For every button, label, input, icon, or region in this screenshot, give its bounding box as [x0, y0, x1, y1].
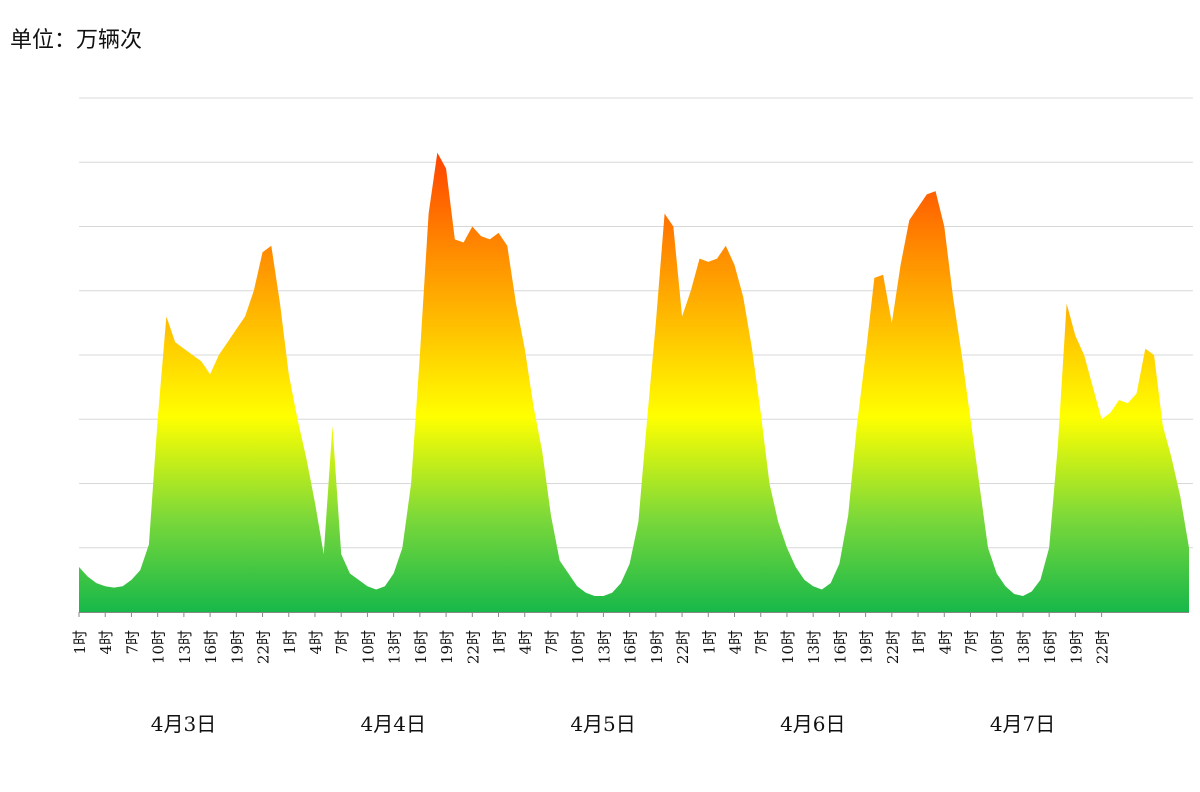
x-tick-label: 1时	[281, 630, 299, 655]
day-label: 4月5日	[570, 712, 635, 736]
x-tick-label: 19时	[1067, 630, 1085, 664]
x-tick-label: 1时	[491, 630, 509, 655]
x-tick-label: 19时	[228, 630, 246, 664]
x-tick-label: 10时	[779, 630, 797, 664]
x-tick-label: 10时	[989, 630, 1007, 664]
x-tick-label: 19时	[858, 630, 876, 664]
day-labels: 4月3日 4月4日 4月5日 4月6日 4月7日	[151, 712, 1056, 736]
x-tick-label: 22时	[464, 630, 482, 664]
x-tick-label: 13时	[386, 630, 404, 664]
x-tick-label: 13时	[1015, 630, 1033, 664]
x-tick-label: 4时	[517, 630, 535, 655]
x-tick-label: 13时	[595, 630, 613, 664]
x-tick-label: 22时	[255, 630, 273, 664]
x-tick-label: 22时	[674, 630, 692, 664]
x-tick-label: 7时	[543, 630, 561, 655]
x-tick-label: 4时	[727, 630, 745, 655]
x-tick-label: 22时	[1094, 630, 1112, 664]
x-tick-label: 16时	[831, 630, 849, 664]
traffic-area-series	[79, 152, 1189, 613]
x-tick-label: 19时	[438, 630, 456, 664]
x-tick-label: 13时	[176, 630, 194, 664]
x-tick-label: 1时	[910, 630, 928, 655]
x-tick-label: 10时	[569, 630, 587, 664]
x-axis-ticks: 1时 4时 7时 10时 13时 16时 19时 22时 1时 4时 7时 10时 13时 16时 19时 2…	[71, 612, 1112, 664]
unit-label: 单位：万辆次	[10, 28, 143, 53]
x-tick-label: 4时	[307, 630, 325, 655]
x-tick-label: 4时	[97, 630, 115, 655]
x-tick-label: 7时	[123, 630, 141, 655]
day-label: 4月3日	[151, 712, 216, 736]
x-tick-label: 19时	[648, 630, 666, 664]
x-tick-label: 1时	[71, 630, 89, 655]
day-label: 4月6日	[780, 712, 845, 736]
day-label: 4月7日	[990, 712, 1055, 736]
x-tick-label: 13时	[805, 630, 823, 664]
x-tick-label: 16时	[1041, 630, 1059, 664]
x-tick-label: 7时	[333, 630, 351, 655]
x-tick-label: 16时	[622, 630, 640, 664]
day-label: 4月4日	[361, 712, 426, 736]
x-tick-label: 16时	[202, 630, 220, 664]
x-tick-label: 10时	[359, 630, 377, 664]
x-tick-label: 7时	[962, 630, 980, 655]
x-tick-label: 1时	[700, 630, 718, 655]
x-tick-label: 22时	[884, 630, 902, 664]
x-tick-label: 16时	[412, 630, 430, 664]
x-tick-label: 10时	[150, 630, 168, 664]
x-tick-label: 7时	[753, 630, 771, 655]
x-tick-label: 4时	[936, 630, 954, 655]
